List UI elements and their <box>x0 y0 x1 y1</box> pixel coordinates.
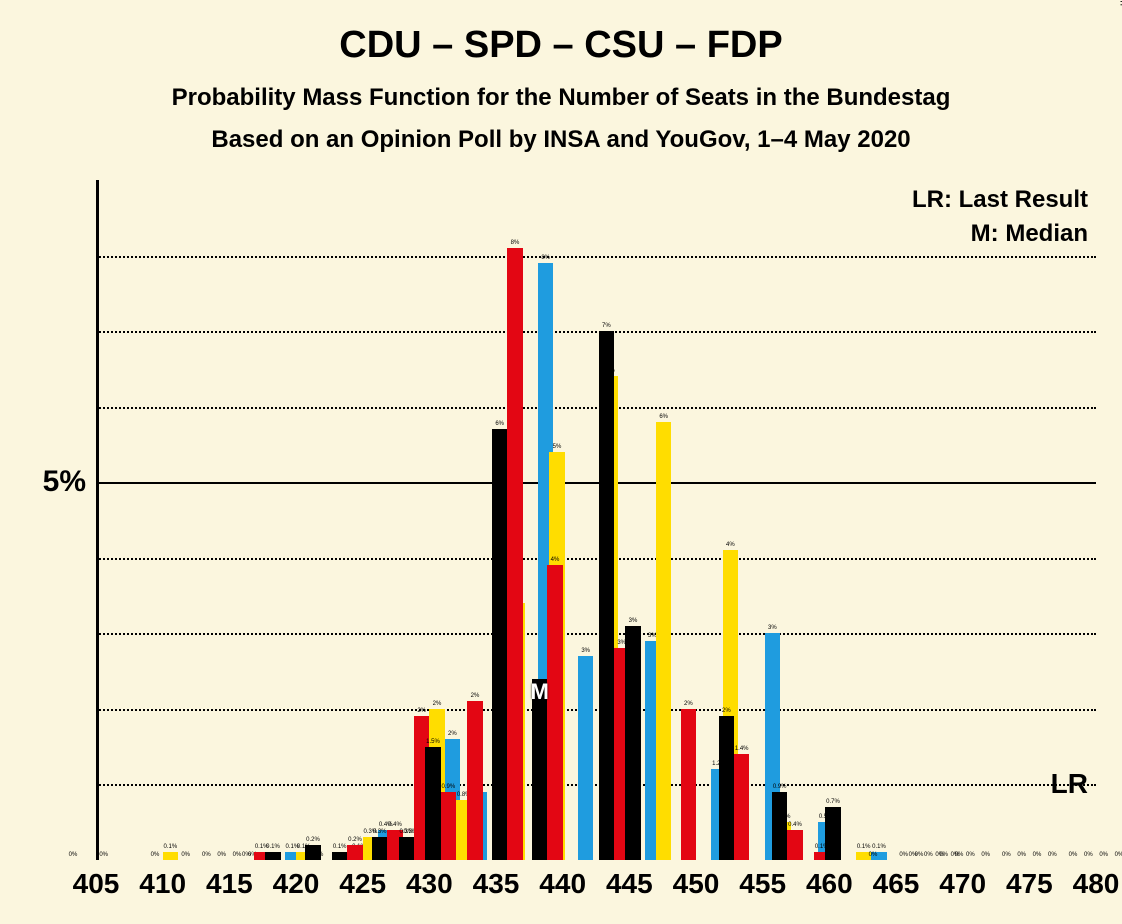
x-axis-label: 425 <box>339 868 386 900</box>
legend-last-result: LR: Last Result <box>912 186 1088 214</box>
x-axis-label: 435 <box>473 868 520 900</box>
bar <box>681 709 696 860</box>
gridline-major <box>96 482 1096 484</box>
bar <box>599 331 614 860</box>
x-axis-label: 455 <box>739 868 786 900</box>
last-result-marker: LR <box>1051 768 1088 800</box>
bar-value-label: 0.7% <box>823 799 843 805</box>
bar <box>265 852 280 860</box>
bar-value-label: 8% <box>505 240 525 246</box>
gridline-minor <box>96 256 1096 258</box>
bar <box>332 852 347 860</box>
x-axis-label: 450 <box>673 868 720 900</box>
gridline-minor <box>96 633 1096 635</box>
bar-value-label: 2% <box>465 693 485 699</box>
x-axis-label: 475 <box>1006 868 1053 900</box>
x-axis-label: 410 <box>139 868 186 900</box>
bar-value-label: 7% <box>596 323 616 329</box>
bar-value-label: 3% <box>576 648 596 654</box>
bar-value-label: 1.4% <box>732 746 752 752</box>
bar <box>492 429 507 860</box>
plot-area: LR: Last Result M: Median 5%LR4054104154… <box>96 180 1096 860</box>
x-axis-label: 460 <box>806 868 853 900</box>
bar-value-label: 0% <box>1042 852 1062 858</box>
bar <box>656 422 671 860</box>
bar-value-label: 0% <box>863 852 883 858</box>
x-axis-label: 480 <box>1073 868 1120 900</box>
bar <box>425 747 440 860</box>
bar-value-label: 4% <box>720 542 740 548</box>
bar-value-label: 2% <box>678 701 698 707</box>
bar-value-label: 3% <box>762 625 782 631</box>
bar <box>625 626 640 860</box>
bar-value-label: 0.9% <box>438 784 458 790</box>
bar-value-label: 0.9% <box>770 784 790 790</box>
bar <box>507 248 522 860</box>
bar <box>825 807 840 860</box>
x-axis-label: 430 <box>406 868 453 900</box>
bar <box>399 837 414 860</box>
x-axis-label: 470 <box>939 868 986 900</box>
bar <box>467 701 482 860</box>
bar-value-label: 6% <box>654 414 674 420</box>
gridline-minor <box>96 784 1096 786</box>
x-axis-label: 440 <box>539 868 586 900</box>
chart-title: CDU – SPD – CSU – FDP <box>0 24 1122 67</box>
bar-value-label: 8% <box>536 255 556 261</box>
copyright-text: © 2021 Filip van Laenen <box>1118 0 1122 6</box>
bar-value-label: 4% <box>545 557 565 563</box>
bar <box>787 830 802 860</box>
gridline-minor <box>96 558 1096 560</box>
bar <box>441 792 456 860</box>
bar-value-label: 0.2% <box>303 837 323 843</box>
bar <box>532 679 547 860</box>
bar-value-label: 0.1% <box>869 844 889 850</box>
bar <box>305 845 320 860</box>
y-axis-line <box>96 180 99 860</box>
bar-value-label: 2% <box>716 708 736 714</box>
bar-value-label: 0% <box>1109 852 1122 858</box>
bar <box>719 716 734 860</box>
x-axis-label: 445 <box>606 868 653 900</box>
bar-value-label: 3% <box>623 618 643 624</box>
bar-value-label: 0% <box>176 852 196 858</box>
chart-container: © 2021 Filip van Laenen CDU – SPD – CSU … <box>0 0 1122 924</box>
gridline-minor <box>96 709 1096 711</box>
median-marker: M <box>530 679 548 705</box>
bar <box>372 837 387 860</box>
bar-value-label: 0.4% <box>785 822 805 828</box>
gridline-minor <box>96 407 1096 409</box>
bar-value-label: 1.5% <box>423 739 443 745</box>
chart-subtitle-2: Based on an Opinion Poll by INSA and You… <box>0 126 1122 154</box>
bar-value-label: 5% <box>547 444 567 450</box>
bar <box>547 565 562 860</box>
bar-value-label: 0.1% <box>160 844 180 850</box>
bar <box>734 754 749 860</box>
bar <box>347 845 362 860</box>
x-axis-label: 415 <box>206 868 253 900</box>
bar-value-label: 2% <box>427 701 447 707</box>
bar-value-label: 0% <box>94 852 114 858</box>
bar-value-label: 0% <box>63 852 83 858</box>
x-axis-label: 405 <box>73 868 120 900</box>
bar <box>578 656 593 860</box>
bar-value-label: 0.4% <box>385 822 405 828</box>
bar-value-label: 0% <box>976 852 996 858</box>
bar-value-label: 0.1% <box>263 844 283 850</box>
y-axis-label: 5% <box>43 465 86 499</box>
x-axis-label: 465 <box>873 868 920 900</box>
x-axis-label: 420 <box>273 868 320 900</box>
bar-value-label: 2% <box>442 731 462 737</box>
gridline-minor <box>96 331 1096 333</box>
legend-median: M: Median <box>971 220 1088 248</box>
chart-subtitle-1: Probability Mass Function for the Number… <box>0 84 1122 112</box>
